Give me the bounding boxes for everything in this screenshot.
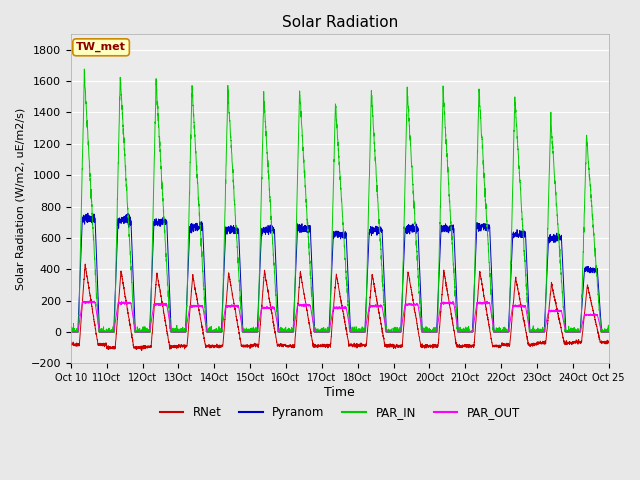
PAR_OUT xyxy=(460,329,468,335)
Line: PAR_IN: PAR_IN xyxy=(71,69,609,332)
Pyranom xyxy=(491,329,499,335)
Line: PAR_OUT: PAR_OUT xyxy=(71,301,609,332)
Pyranom xyxy=(604,329,612,335)
PAR_OUT xyxy=(320,329,328,335)
PAR_IN xyxy=(605,328,612,334)
RNet xyxy=(320,341,328,347)
RNet xyxy=(138,348,145,353)
Text: TW_met: TW_met xyxy=(76,42,126,52)
RNet xyxy=(431,343,438,348)
RNet xyxy=(491,343,499,349)
PAR_OUT xyxy=(164,306,172,312)
Pyranom xyxy=(164,238,172,244)
PAR_IN xyxy=(431,329,438,335)
Pyranom xyxy=(67,329,75,335)
PAR_OUT xyxy=(604,329,612,335)
Pyranom xyxy=(84,210,92,216)
RNet xyxy=(461,344,468,349)
Line: RNet: RNet xyxy=(71,264,609,350)
PAR_IN xyxy=(460,329,468,335)
Pyranom xyxy=(605,329,612,335)
PAR_IN xyxy=(604,328,612,334)
RNet xyxy=(605,340,612,346)
PAR_OUT xyxy=(67,329,75,335)
PAR_IN xyxy=(67,329,75,335)
PAR_IN xyxy=(491,328,499,334)
Y-axis label: Solar Radiation (W/m2, uE/m2/s): Solar Radiation (W/m2, uE/m2/s) xyxy=(15,108,25,290)
Pyranom xyxy=(460,329,468,335)
RNet xyxy=(67,338,75,344)
Title: Solar Radiation: Solar Radiation xyxy=(282,15,398,30)
RNet xyxy=(604,339,612,345)
PAR_OUT xyxy=(431,329,438,335)
Pyranom xyxy=(431,329,438,335)
Legend: RNet, Pyranom, PAR_IN, PAR_OUT: RNet, Pyranom, PAR_IN, PAR_OUT xyxy=(155,401,525,423)
RNet xyxy=(164,332,172,338)
PAR_IN xyxy=(320,327,328,333)
PAR_OUT xyxy=(605,329,612,335)
RNet xyxy=(81,261,89,267)
Pyranom xyxy=(320,329,328,335)
PAR_IN xyxy=(164,280,172,286)
PAR_OUT xyxy=(491,329,499,335)
PAR_IN xyxy=(81,66,88,72)
X-axis label: Time: Time xyxy=(324,386,355,399)
PAR_OUT xyxy=(86,298,93,304)
Line: Pyranom: Pyranom xyxy=(71,213,609,332)
